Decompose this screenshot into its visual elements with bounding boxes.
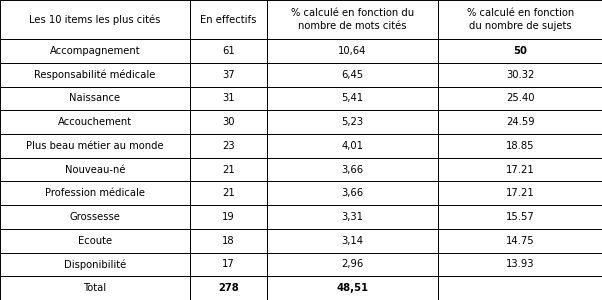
Text: 4,01: 4,01 [341, 141, 364, 151]
Bar [0, 134, 190, 158]
Text: 3,31: 3,31 [341, 212, 364, 222]
Bar [0, 110, 190, 134]
Bar [438, 158, 602, 182]
Bar [0, 229, 190, 253]
Text: 24.59: 24.59 [506, 117, 535, 127]
Bar [0, 0, 190, 39]
Bar [0, 39, 190, 63]
Text: 3,14: 3,14 [341, 236, 364, 246]
Text: 17.21: 17.21 [506, 188, 535, 198]
Bar [190, 182, 267, 205]
Bar [267, 182, 438, 205]
Bar [267, 110, 438, 134]
Text: 23: 23 [222, 141, 234, 151]
Text: 3,66: 3,66 [341, 188, 364, 198]
Text: Total: Total [83, 283, 107, 293]
Text: % calculé en fonction du
nombre de mots cités: % calculé en fonction du nombre de mots … [291, 8, 414, 31]
Bar [438, 39, 602, 63]
Text: En effectifs: En effectifs [200, 15, 256, 25]
Text: 21: 21 [222, 165, 235, 175]
Bar [0, 205, 190, 229]
Bar [190, 87, 267, 110]
Bar [0, 276, 190, 300]
Text: 13.93: 13.93 [506, 260, 535, 269]
Bar [190, 110, 267, 134]
Bar [190, 39, 267, 63]
Bar [267, 253, 438, 276]
Bar [0, 182, 190, 205]
Text: 30.32: 30.32 [506, 70, 535, 80]
Text: 50: 50 [513, 46, 527, 56]
Bar [267, 276, 438, 300]
Bar [438, 0, 602, 39]
Text: 18: 18 [222, 236, 234, 246]
Bar [0, 158, 190, 182]
Text: Accompagnement: Accompagnement [49, 46, 140, 56]
Bar [438, 87, 602, 110]
Text: Grossesse: Grossesse [69, 212, 120, 222]
Bar [438, 276, 602, 300]
Bar [438, 110, 602, 134]
Text: Profession médicale: Profession médicale [45, 188, 145, 198]
Bar [267, 87, 438, 110]
Bar [267, 0, 438, 39]
Bar [190, 253, 267, 276]
Bar [438, 253, 602, 276]
Text: 5,41: 5,41 [341, 93, 364, 103]
Bar [0, 63, 190, 87]
Text: Les 10 items les plus cités: Les 10 items les plus cités [29, 14, 161, 25]
Bar [267, 229, 438, 253]
Text: 17.21: 17.21 [506, 165, 535, 175]
Bar [0, 253, 190, 276]
Text: 278: 278 [218, 283, 238, 293]
Bar [438, 182, 602, 205]
Bar [190, 229, 267, 253]
Bar [267, 205, 438, 229]
Text: Ecoute: Ecoute [78, 236, 112, 246]
Bar [438, 63, 602, 87]
Text: Nouveau-né: Nouveau-né [64, 165, 125, 175]
Text: % calculé en fonction
du nombre de sujets: % calculé en fonction du nombre de sujet… [467, 8, 574, 31]
Text: 14.75: 14.75 [506, 236, 535, 246]
Bar [190, 134, 267, 158]
Text: Naissance: Naissance [69, 93, 120, 103]
Bar [438, 134, 602, 158]
Bar [190, 0, 267, 39]
Text: 48,51: 48,51 [337, 283, 368, 293]
Text: Accouchement: Accouchement [58, 117, 132, 127]
Text: 10,64: 10,64 [338, 46, 367, 56]
Text: 15.57: 15.57 [506, 212, 535, 222]
Bar [190, 63, 267, 87]
Bar [190, 276, 267, 300]
Text: Disponibilité: Disponibilité [64, 259, 126, 270]
Text: 21: 21 [222, 188, 235, 198]
Bar [438, 229, 602, 253]
Text: 61: 61 [222, 46, 235, 56]
Text: 30: 30 [222, 117, 234, 127]
Bar [190, 158, 267, 182]
Text: 25.40: 25.40 [506, 93, 535, 103]
Text: 3,66: 3,66 [341, 165, 364, 175]
Text: Responsabilité médicale: Responsabilité médicale [34, 70, 155, 80]
Text: 6,45: 6,45 [341, 70, 364, 80]
Bar [267, 63, 438, 87]
Text: Plus beau métier au monde: Plus beau métier au monde [26, 141, 164, 151]
Bar [190, 205, 267, 229]
Text: 31: 31 [222, 93, 234, 103]
Text: 37: 37 [222, 70, 234, 80]
Bar [267, 158, 438, 182]
Bar [438, 205, 602, 229]
Text: 18.85: 18.85 [506, 141, 535, 151]
Text: 19: 19 [222, 212, 235, 222]
Text: 5,23: 5,23 [341, 117, 364, 127]
Text: 17: 17 [222, 260, 235, 269]
Bar [267, 39, 438, 63]
Text: 2,96: 2,96 [341, 260, 364, 269]
Bar [0, 87, 190, 110]
Bar [267, 134, 438, 158]
